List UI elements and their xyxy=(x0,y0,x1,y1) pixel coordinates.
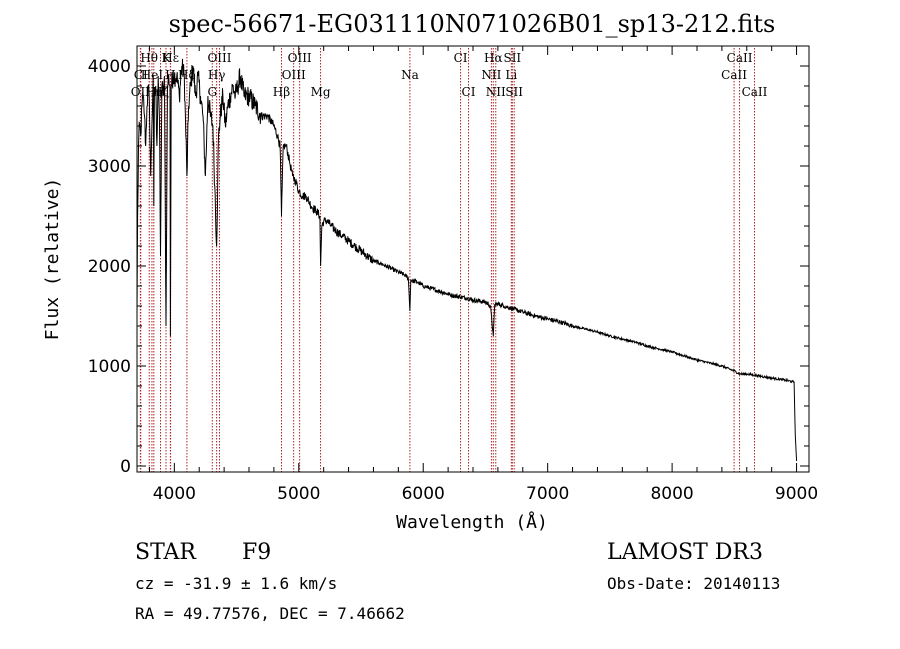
x-tick-label: 8000 xyxy=(650,484,693,504)
coordinates: RA = 49.77576, DEC = 7.46662 xyxy=(135,604,405,623)
x-tick-label: 6000 xyxy=(402,484,445,504)
survey-name: LAMOST DR3 xyxy=(607,540,763,565)
line-marker-label: OIII xyxy=(207,51,231,65)
line-marker-label: OIII xyxy=(282,68,306,82)
line-marker-label: CI xyxy=(454,51,468,65)
line-marker-label: H xyxy=(165,68,175,82)
line-marker-label: SII xyxy=(503,51,521,65)
chart-title: spec-56671-EG031110N071026B01_sp13-212.f… xyxy=(169,10,776,38)
y-tick-label: 0 xyxy=(120,457,131,477)
y-tick-label: 2000 xyxy=(88,257,131,277)
line-marker-label: CI xyxy=(462,85,476,99)
spectral-subclass: F9 xyxy=(242,540,272,565)
line-marker-label: Hε xyxy=(162,51,179,65)
x-tick-label: 4000 xyxy=(153,484,196,504)
observation-date: Obs-Date: 20140113 xyxy=(607,574,781,593)
line-marker-label: Hβ xyxy=(273,85,290,99)
object-class: STAR xyxy=(135,540,196,565)
line-marker-label: Hα xyxy=(484,51,503,65)
line-marker-label: NII xyxy=(481,68,501,82)
y-tick-label: 1000 xyxy=(88,357,131,377)
line-marker-label: CaII xyxy=(742,85,768,99)
x-axis-label: Wavelength (Å) xyxy=(396,511,548,533)
y-tick-label: 3000 xyxy=(88,157,131,177)
line-marker-label: CaII xyxy=(721,68,747,82)
x-tick-label: 5000 xyxy=(277,484,320,504)
line-markers xyxy=(139,48,755,472)
line-marker-label: SII xyxy=(505,85,523,99)
x-tick-label: 9000 xyxy=(775,484,818,504)
line-marker-label: Hθ xyxy=(140,51,158,65)
line-marker-label: OIII xyxy=(288,51,312,65)
line-marker-label: NII xyxy=(486,85,506,99)
redshift-info: cz = -31.9 ± 1.6 km/s xyxy=(135,574,338,593)
x-tick-label: 7000 xyxy=(526,484,569,504)
line-marker-label: Na xyxy=(401,68,419,82)
line-marker-label: CaII xyxy=(727,51,753,65)
line-marker-label: G xyxy=(207,85,217,99)
line-marker-label: OII xyxy=(131,85,151,99)
axis-ticks: 4000 5000 6000 7000 8000 9000 0 1000 2000 3000 400… xyxy=(88,46,818,504)
line-marker-label: Hγ xyxy=(208,68,226,82)
plot-frame xyxy=(136,45,810,473)
line-marker-label: HeI xyxy=(141,68,164,82)
spectrum-chart: spec-56671-EG031110N071026B01_sp13-212.f… xyxy=(42,10,818,533)
y-tick-label: 4000 xyxy=(88,57,131,77)
line-marker-label: K xyxy=(162,51,172,65)
line-marker-label: Li xyxy=(505,68,517,82)
line-marker-label: Mg xyxy=(311,85,331,99)
y-axis-label: Flux (relative) xyxy=(42,178,63,341)
spectrum-line xyxy=(136,58,798,462)
